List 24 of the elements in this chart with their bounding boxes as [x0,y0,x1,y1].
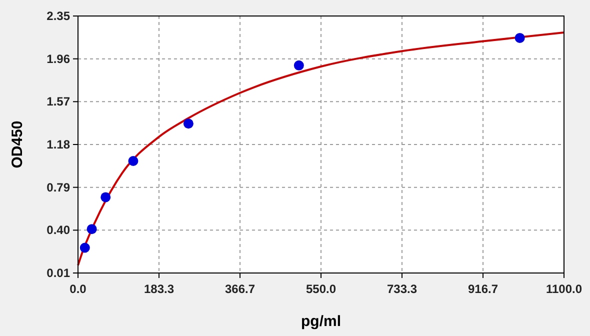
y-tick-label: 1.96 [46,52,70,66]
x-tick-label: 366.7 [225,282,256,296]
x-tick-label: 183.3 [144,282,174,296]
x-tick-label: 0.0 [70,282,87,296]
y-tick-label: 0.40 [46,223,70,238]
x-tick-label: 1100.0 [546,282,582,296]
y-tick-label: 1.57 [46,94,70,109]
point [86,224,97,234]
point [294,60,304,70]
y-tick-label: 2.35 [46,9,70,23]
point [80,242,90,253]
x-tick-label: 550.0 [306,282,336,296]
line-series [77,31,565,266]
x-tick-label: 916.7 [468,282,498,296]
x-tick-label: 733.3 [386,282,418,296]
y-tick-label: 0.79 [46,180,70,194]
point [100,192,111,202]
y-tick-label: 1.18 [46,138,70,152]
point [514,32,525,43]
point [128,156,138,166]
y-axis-title: OD450 [9,120,26,168]
y-tick-label: 0.01 [46,266,70,280]
point [183,118,194,129]
x-axis-title: pg/ml [301,313,341,330]
